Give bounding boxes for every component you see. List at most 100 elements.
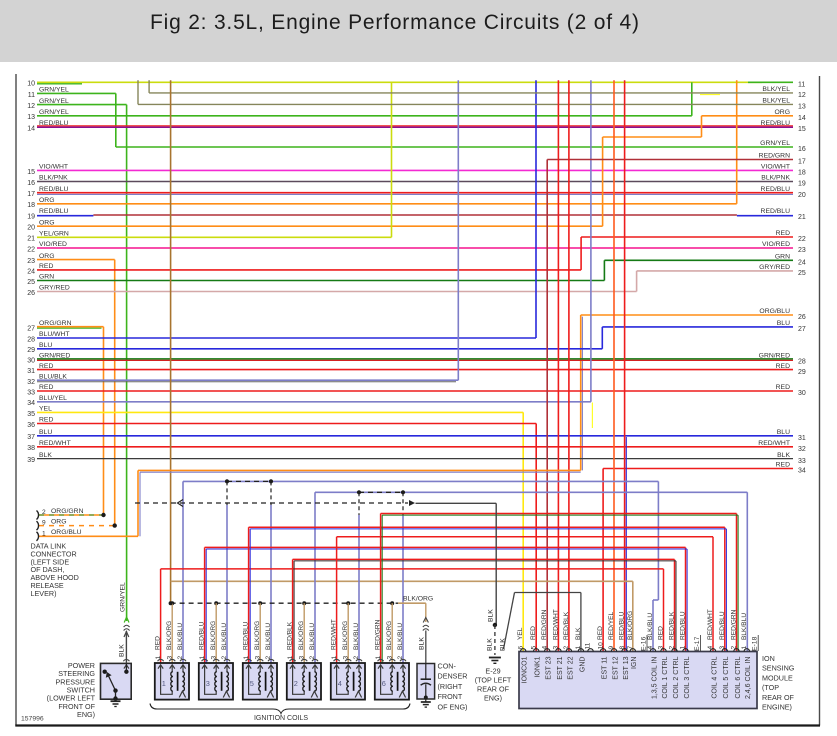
svg-text:2: 2 [731,646,738,650]
svg-text:39: 39 [27,457,35,464]
svg-text:Fig 2: 3.5L, Engine Performanc: Fig 2: 3.5L, Engine Performance Circuits… [150,11,640,34]
svg-text:3: 3 [298,656,305,660]
svg-text:BLK: BLK [119,644,126,657]
svg-text:2: 2 [177,656,184,660]
svg-text:GRN/YEL: GRN/YEL [39,98,69,105]
svg-text:BLK/ORG: BLK/ORG [403,596,433,603]
svg-text:CONNECTOR: CONNECTOR [31,549,77,558]
svg-text:EST 12: EST 12 [612,656,619,679]
svg-text:2: 2 [221,656,228,660]
svg-text:BLK/BLU: BLK/BLU [353,623,360,650]
svg-text:2: 2 [353,656,360,660]
svg-text:28: 28 [798,358,806,365]
svg-text:24: 24 [798,260,806,267]
svg-text:BLK/PNK: BLK/PNK [39,175,68,182]
svg-text:19: 19 [27,213,35,220]
svg-text:6: 6 [382,679,386,688]
svg-text:1,3,5 COIL IN: 1,3,5 COIL IN [651,657,658,700]
svg-text:SWITCH: SWITCH [67,685,95,694]
svg-text:BLK/BLU: BLK/BLU [741,613,748,640]
svg-text:GRN/YEL: GRN/YEL [39,87,69,94]
svg-text:GRN: GRN [39,274,54,281]
svg-text:RED/GRN: RED/GRN [731,609,738,640]
svg-text:2: 2 [294,679,298,688]
svg-text:BLU/YEL: BLU/YEL [39,395,67,402]
svg-text:23: 23 [27,258,35,265]
svg-text:COIL 2 CTRL: COIL 2 CTRL [673,656,680,698]
svg-text:MODULE: MODULE [762,673,793,682]
svg-text:RED/YEL: RED/YEL [608,611,615,640]
svg-text:3: 3 [386,656,393,660]
svg-text:24: 24 [27,268,35,275]
svg-text:RED: RED [776,363,790,370]
svg-text:RED/BLK: RED/BLK [287,621,294,650]
svg-text:OF ENG): OF ENG) [438,702,468,711]
svg-text:BLK: BLK [499,638,506,651]
svg-text:26: 26 [27,290,35,297]
svg-text:21: 21 [798,214,806,221]
svg-text:30: 30 [798,390,806,397]
svg-text:3: 3 [658,646,665,650]
svg-text:26: 26 [798,314,806,321]
svg-text:14: 14 [27,125,35,132]
svg-text:E-16: E-16 [640,636,647,651]
svg-text:GRN/YEL: GRN/YEL [120,582,127,612]
svg-text:RED/BLU: RED/BLU [619,611,626,640]
svg-text:RED/BLU: RED/BLU [39,186,69,193]
svg-text:RELEASE: RELEASE [31,581,64,590]
svg-text:9: 9 [42,520,46,527]
svg-text:LEVER): LEVER) [31,589,57,598]
svg-text:1: 1 [243,656,250,660]
svg-text:4: 4 [338,679,342,688]
svg-text:(LEFT SIDE: (LEFT SIDE [31,557,70,566]
svg-text:VIO/WHT: VIO/WHT [761,164,790,171]
svg-text:SENSING: SENSING [762,664,795,673]
svg-text:RED: RED [776,230,790,237]
svg-text:ION: ION [762,654,775,663]
svg-text:3: 3 [254,656,261,660]
svg-text:157996: 157996 [21,716,44,723]
svg-text:BLK: BLK [575,627,582,640]
svg-text:BLU: BLU [777,429,790,436]
svg-text:BLK: BLK [487,609,494,622]
svg-text:COIL 5 CTRL: COIL 5 CTRL [723,656,730,698]
svg-text:BLK/BLU: BLK/BLU [397,623,404,650]
svg-text:4: 4 [647,646,654,650]
svg-text:GRN/YEL: GRN/YEL [760,140,790,147]
svg-text:4: 4 [541,646,548,650]
svg-text:13: 13 [798,104,806,111]
svg-text:RED: RED [39,263,53,270]
svg-text:2: 2 [42,509,46,516]
svg-text:STEERING: STEERING [58,669,95,678]
svg-text:EST 13: EST 13 [623,656,630,679]
svg-text:BLK/BLU: BLK/BLU [221,623,228,650]
svg-text:1: 1 [741,646,748,650]
svg-text:RED: RED [776,384,790,391]
svg-text:IONCO1: IONCO1 [522,656,529,683]
svg-text:GRN/RED: GRN/RED [39,352,70,359]
svg-text:30: 30 [27,358,35,365]
svg-text:10: 10 [597,642,604,650]
svg-text:RED: RED [155,636,162,650]
svg-text:BLK/ORG: BLK/ORG [254,621,261,650]
svg-text:3: 3 [342,656,349,660]
svg-text:14: 14 [798,115,806,122]
svg-text:RED/BLU: RED/BLU [39,208,69,215]
svg-text:VIO/RED: VIO/RED [762,241,790,248]
svg-text:BLU: BLU [39,429,52,436]
svg-text:RED: RED [658,626,665,640]
svg-text:11: 11 [28,92,35,99]
svg-text:17: 17 [798,159,806,166]
svg-text:ORG/GRN: ORG/GRN [51,508,84,515]
svg-text:1: 1 [155,656,162,660]
svg-text:VIO/WHT: VIO/WHT [39,164,68,171]
svg-text:ORG/GRN: ORG/GRN [39,320,72,327]
svg-text:EST 22: EST 22 [567,656,574,679]
svg-text:BLK/ORG: BLK/ORG [210,621,217,650]
svg-text:RED: RED [39,363,53,370]
svg-text:BLU: BLU [777,320,790,327]
svg-text:OF DASH,: OF DASH, [31,565,65,574]
svg-text:15: 15 [27,169,35,176]
svg-text:18: 18 [27,202,35,209]
svg-text:RED/BLU: RED/BLU [761,208,791,215]
